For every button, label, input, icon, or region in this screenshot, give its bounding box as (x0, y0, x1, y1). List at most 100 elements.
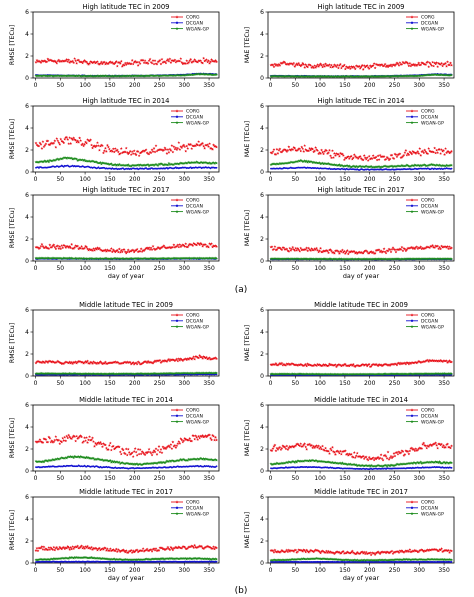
x-tick-label: 300 (414, 176, 426, 183)
data-point (104, 360, 107, 364)
legend-label: WGAN-GP (186, 209, 209, 215)
data-point (185, 59, 189, 62)
legend-label: CORG (186, 109, 200, 115)
data-point (211, 371, 214, 375)
data-point (382, 257, 386, 261)
data-point (291, 245, 295, 249)
data-point (91, 61, 94, 65)
data-point (341, 248, 344, 252)
data-point (335, 372, 338, 376)
data-point (364, 249, 368, 253)
data-point (200, 61, 204, 64)
data-point (320, 63, 323, 67)
data-point (388, 248, 392, 251)
data-point (392, 63, 396, 67)
data-point (385, 64, 389, 67)
data-point (405, 163, 409, 167)
data-point (92, 60, 95, 64)
data-point (431, 60, 435, 64)
legend-label: CORG (421, 109, 435, 115)
series-corg (34, 241, 218, 255)
data-point (334, 257, 337, 261)
data-point (172, 372, 176, 375)
data-point (319, 246, 322, 250)
data-point (143, 360, 147, 363)
data-point (273, 245, 277, 248)
data-point (325, 64, 328, 67)
data-point (200, 142, 204, 146)
data-point (215, 166, 218, 169)
data-point (383, 250, 387, 254)
chart-title: Middle latitude TEC in 2009 (314, 301, 408, 309)
data-point (80, 60, 83, 64)
data-point (40, 74, 44, 78)
data-point (300, 363, 304, 366)
data-point (131, 62, 135, 66)
data-point (424, 63, 428, 66)
data-point (432, 372, 436, 375)
data-point (121, 448, 125, 452)
data-point (201, 434, 205, 437)
data-point (79, 246, 82, 250)
data-point (64, 439, 68, 443)
data-point (157, 359, 161, 362)
data-point (306, 249, 310, 253)
data-point (371, 165, 375, 169)
x-tick-label: 200 (364, 176, 376, 183)
data-point (104, 248, 107, 252)
data-point (309, 363, 313, 367)
data-point (137, 361, 141, 364)
y-tick-label: 4 (25, 329, 29, 336)
chart-title: High latitude TEC in 2017 (82, 186, 169, 194)
data-point (159, 246, 163, 250)
data-point (190, 147, 194, 150)
data-point (153, 450, 157, 454)
data-point (115, 248, 119, 252)
data-point (274, 152, 278, 156)
data-point (86, 138, 89, 141)
data-point (439, 62, 442, 66)
data-point (450, 360, 453, 364)
data-point (72, 136, 76, 140)
data-point (89, 360, 92, 364)
data-point (444, 359, 447, 363)
data-point (280, 361, 284, 365)
data-point (181, 256, 185, 260)
data-point (316, 362, 319, 366)
x-tick-label: 100 (79, 380, 91, 387)
data-point (413, 361, 417, 364)
data-point (283, 247, 287, 251)
data-point (100, 60, 103, 64)
data-point (122, 248, 126, 251)
y-tick-label: 2 (260, 147, 264, 154)
data-point (124, 63, 128, 66)
data-point (132, 74, 136, 78)
data-point (55, 244, 59, 248)
data-point (145, 361, 149, 364)
legend-marker (410, 120, 414, 124)
data-point (317, 64, 320, 68)
data-point (173, 359, 177, 362)
data-point (165, 246, 169, 250)
x-tick-label: 300 (179, 265, 191, 272)
data-point (295, 160, 299, 163)
data-point (37, 160, 41, 164)
data-point (200, 355, 204, 359)
data-point (123, 150, 127, 154)
data-point (295, 75, 299, 78)
data-point (76, 58, 80, 62)
data-point (152, 449, 156, 452)
data-point (340, 152, 343, 156)
x-tick-label: 250 (389, 82, 401, 89)
data-point (422, 62, 426, 66)
data-point (341, 257, 344, 261)
data-point (78, 74, 82, 77)
x-axis-label: day of year (108, 272, 145, 280)
data-point (313, 363, 317, 366)
data-point (208, 142, 211, 145)
data-point (119, 452, 123, 456)
data-point (176, 243, 180, 247)
data-point (400, 155, 404, 159)
data-point (207, 357, 210, 360)
data-point (37, 440, 41, 443)
